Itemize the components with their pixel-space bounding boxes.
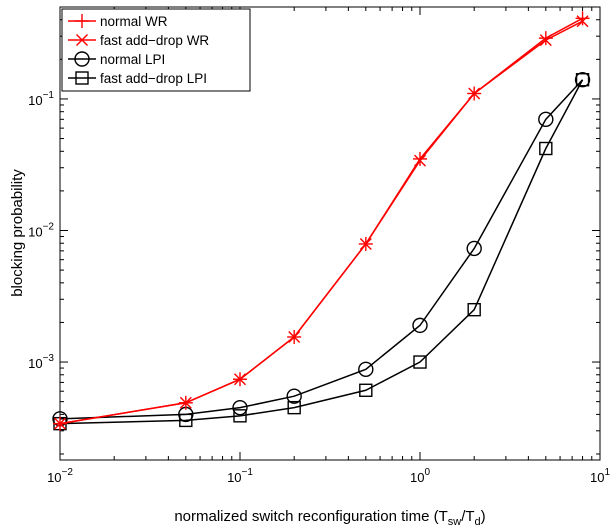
circle-marker (466, 240, 482, 257)
x-marker (359, 237, 372, 250)
series-line (59, 79, 584, 420)
x-marker (468, 87, 481, 100)
square-marker (75, 71, 89, 85)
x-marker-b (414, 154, 426, 167)
legend-label: normal WR (100, 14, 168, 29)
square-marker (359, 383, 373, 397)
square-marker (413, 355, 427, 369)
y-axis-title: blocking probability (9, 169, 26, 297)
circle-marker (232, 399, 248, 416)
plus-marker (575, 11, 590, 26)
x-marker (54, 417, 66, 430)
circle-marker (574, 72, 591, 88)
x-marker (539, 34, 552, 47)
legend-entry: normal LPI (68, 51, 165, 67)
x-marker (288, 331, 301, 343)
x-marker-b (539, 34, 552, 47)
x-tick-label: 10−1 (227, 467, 253, 485)
legend-label: normal LPI (100, 52, 165, 67)
circle-marker (358, 361, 374, 378)
x-axis-title-close: ) (481, 508, 486, 525)
square-marker (287, 400, 301, 415)
legend-label: fast add−drop LPI (100, 71, 207, 86)
y-tick-label: 10−3 (28, 353, 54, 371)
axes: 10−2 10−1 100 101 10−3 10−2 10−1 (28, 6, 610, 485)
y-tick-label: 10−2 (28, 221, 54, 239)
x-tick-label: 101 (590, 467, 610, 485)
x-marker-b (179, 396, 192, 409)
x-marker-b (288, 331, 301, 343)
x-axis-title: normalized switch reconfiguration time (… (174, 508, 485, 528)
x-marker-b (576, 15, 589, 28)
square-marker (467, 302, 481, 317)
x-marker (576, 15, 589, 28)
legend-label: fast add−drop WR (100, 33, 209, 48)
x-tick-label: 10−2 (47, 467, 73, 485)
legend-entry: fast add−drop WR (68, 33, 209, 48)
x-marker (234, 373, 246, 386)
circle-marker (74, 51, 90, 67)
series-layer (52, 11, 591, 431)
x-axis-title-sub-d: d (475, 516, 481, 528)
series-square (53, 73, 590, 431)
x-marker-b (76, 34, 88, 46)
x-marker-b (359, 237, 372, 250)
x-marker-b (54, 417, 66, 430)
circle-marker (286, 388, 302, 404)
x-marker (76, 34, 88, 46)
series-x (54, 15, 589, 430)
square-marker (575, 73, 590, 87)
x-axis-title-slash: /T (461, 508, 474, 525)
legend-entry: fast add−drop LPI (68, 71, 207, 86)
circle-marker (412, 317, 428, 334)
x-axis-title-sub-sw: sw (448, 516, 462, 528)
x-axis-title-main: normalized switch reconfiguration time (… (174, 508, 447, 525)
x-marker (414, 154, 426, 167)
square-marker (539, 141, 553, 156)
series-line (59, 79, 584, 425)
plus-marker (413, 151, 427, 166)
legend: normal WR fast add−drop WR normal LPI fast … (61, 8, 251, 92)
legend-entry: normal WR (68, 14, 168, 29)
circle-marker (538, 111, 554, 128)
square-marker (179, 413, 193, 428)
x-marker (179, 396, 192, 409)
square-marker (233, 409, 247, 423)
x-marker-b (234, 373, 246, 386)
x-tick-label: 100 (410, 467, 430, 485)
y-tick-label: 10−1 (28, 90, 54, 108)
plus-marker (75, 14, 89, 28)
x-marker-b (468, 87, 481, 100)
